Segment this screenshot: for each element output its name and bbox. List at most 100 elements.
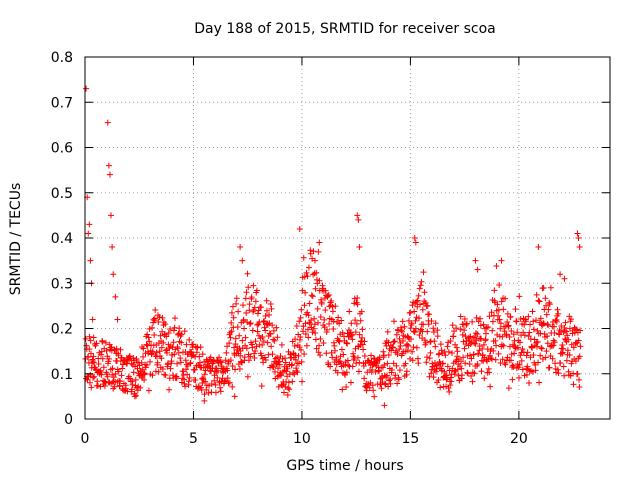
data-point [320,340,327,347]
data-point [532,367,539,374]
data-point [495,350,502,357]
data-point [518,357,525,364]
data-point [197,344,204,351]
data-point [304,326,311,333]
data-point [542,354,549,361]
data-point [560,345,567,352]
data-point [128,386,135,393]
data-point [348,320,355,327]
data-point [531,336,538,343]
data-point [503,332,510,339]
data-point [416,332,423,339]
data-point [162,320,169,327]
data-point [505,385,512,392]
data-point [141,376,148,383]
data-point [85,353,92,360]
data-point [293,367,300,374]
data-point [284,365,291,372]
data-point [428,318,435,325]
data-point [530,326,537,333]
data-point [285,385,292,392]
data-point [314,319,321,326]
data-point [203,386,210,393]
data-point [177,359,184,366]
data-point [263,297,270,304]
data-point [437,384,444,391]
data-point [251,304,258,311]
data-point [444,343,451,350]
data-point [99,338,106,345]
data-point [524,363,531,370]
data-point [509,376,516,383]
data-point [360,362,367,369]
data-point [444,375,451,382]
data-point [406,355,413,362]
data-point [129,381,136,388]
data-point [242,334,249,341]
data-point [474,361,481,368]
data-point [312,336,319,343]
data-point [445,348,452,355]
data-point [239,337,246,344]
data-point [407,325,414,332]
data-point [324,326,331,333]
data-point [432,343,439,350]
data-point [451,371,458,378]
data-point [554,306,561,313]
data-point [144,331,151,338]
data-point [494,331,501,338]
data-point [326,320,333,327]
data-point [535,244,542,251]
data-point [562,319,569,326]
data-point [176,325,183,332]
data-point [408,320,415,327]
data-point [501,328,508,335]
data-point [323,350,330,357]
data-point [396,335,403,342]
data-point [98,351,105,358]
data-point [535,359,542,366]
data-point [430,325,437,332]
data-point [521,332,528,339]
data-point [241,325,248,332]
data-point [547,284,554,291]
data-point [419,306,426,313]
data-point [228,309,235,316]
data-point [516,293,523,300]
data-point [469,378,476,385]
data-point [115,352,122,359]
data-point [543,302,550,309]
data-point [352,345,359,352]
data-point [429,363,436,370]
data-point [454,366,461,373]
data-point [391,338,398,345]
data-point [98,371,105,378]
data-point [123,385,130,392]
data-point [182,383,189,390]
data-point [477,315,484,322]
data-point [146,358,153,365]
data-point [229,362,236,369]
data-point [555,370,562,377]
data-point [372,368,379,375]
data-point [315,349,322,356]
data-point [333,354,340,361]
data-point [522,318,529,325]
y-tick-label: 0.8 [51,50,73,66]
data-point [130,355,137,362]
data-point [517,352,524,359]
data-point [482,336,489,343]
data-point [546,299,553,306]
data-point [485,323,492,330]
data-point [371,393,378,400]
data-point [248,294,255,301]
data-point [407,309,414,316]
data-point [466,360,473,367]
data-point [457,326,464,333]
data-point [331,342,338,349]
data-point [228,319,235,326]
data-point [310,248,317,255]
data-point [381,380,388,387]
data-point [561,327,568,334]
data-point [516,361,523,368]
